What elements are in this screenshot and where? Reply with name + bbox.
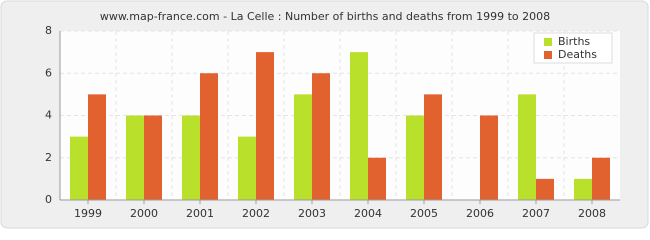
legend-swatch bbox=[544, 51, 552, 59]
x-tick-label: 2000 bbox=[130, 207, 158, 220]
y-tick-label: 4 bbox=[45, 109, 52, 122]
bar bbox=[480, 115, 498, 200]
x-tick-label: 2007 bbox=[522, 207, 550, 220]
bar bbox=[88, 94, 106, 200]
x-tick-label: 2006 bbox=[466, 207, 494, 220]
bar bbox=[256, 52, 274, 200]
y-tick-label: 6 bbox=[45, 66, 52, 79]
bar bbox=[238, 136, 256, 200]
y-tick-label: 8 bbox=[45, 24, 52, 37]
x-tick-label: 2005 bbox=[410, 207, 438, 220]
x-tick-label: 2008 bbox=[578, 207, 606, 220]
legend-label: Births bbox=[558, 35, 590, 48]
bar bbox=[592, 157, 610, 200]
x-tick-label: 1999 bbox=[74, 207, 102, 220]
bar bbox=[350, 52, 368, 200]
bar bbox=[536, 178, 554, 200]
bar bbox=[574, 178, 592, 200]
bar bbox=[70, 136, 88, 200]
x-tick-label: 2004 bbox=[354, 207, 382, 220]
bar bbox=[312, 73, 330, 200]
legend-label: Deaths bbox=[558, 48, 597, 61]
bar bbox=[144, 115, 162, 200]
chart-title: www.map-france.com - La Celle : Number o… bbox=[100, 10, 550, 23]
y-tick-label: 2 bbox=[45, 151, 52, 164]
bar bbox=[200, 73, 218, 200]
bar bbox=[424, 94, 442, 200]
bar bbox=[406, 115, 424, 200]
bar bbox=[182, 115, 200, 200]
bar bbox=[126, 115, 144, 200]
x-tick-label: 2003 bbox=[298, 207, 326, 220]
bar bbox=[518, 94, 536, 200]
chart: www.map-france.com - La Celle : Number o… bbox=[0, 0, 649, 229]
bar bbox=[294, 94, 312, 200]
bar bbox=[368, 157, 386, 200]
x-tick-label: 2001 bbox=[186, 207, 214, 220]
legend-swatch bbox=[544, 38, 552, 46]
y-tick-label: 0 bbox=[45, 193, 52, 206]
x-tick-label: 2002 bbox=[242, 207, 270, 220]
